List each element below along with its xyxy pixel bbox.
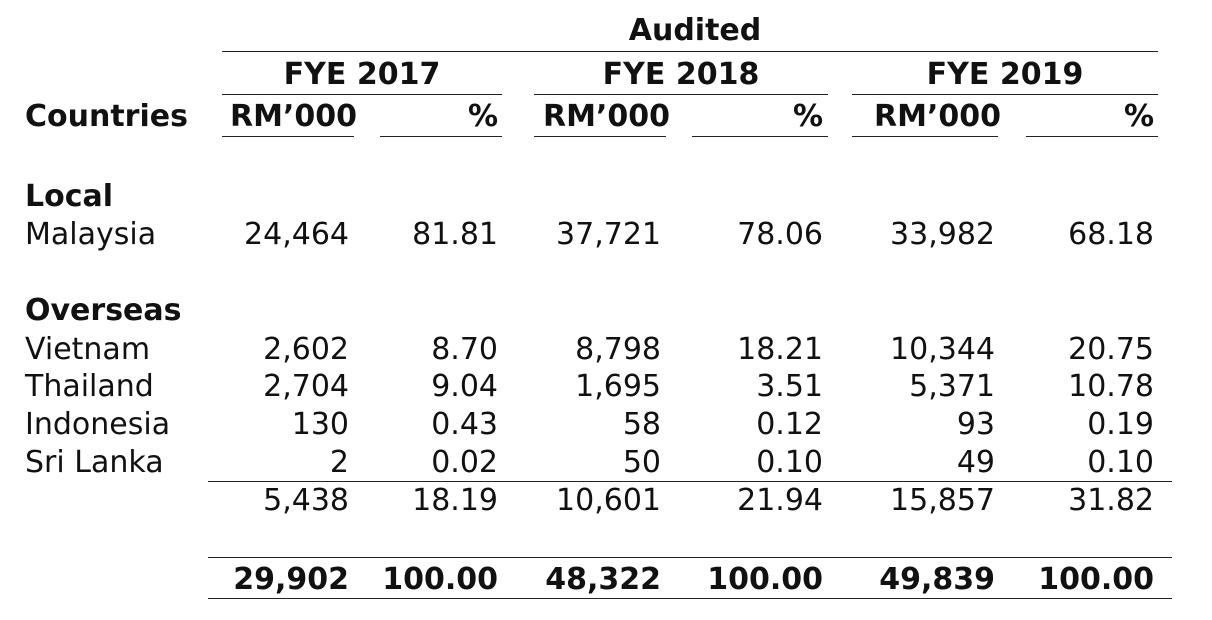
audited-heading: Audited: [628, 13, 762, 48]
total-pct-2017: 100.00: [382, 562, 498, 597]
subtotal-rm-2017: 5,438: [263, 483, 349, 518]
value-rm-2017: 2: [329, 445, 349, 480]
value-pct-2019: 0.10: [1087, 445, 1154, 480]
audited-underline: [222, 51, 1158, 52]
local-section-label: Local: [25, 179, 114, 214]
year-underline-2019: [852, 94, 1158, 95]
year-heading-2017: FYE 2017: [283, 57, 441, 92]
value-pct-2019: 0.19: [1087, 407, 1154, 442]
value-pct-2017: 9.04: [431, 369, 498, 404]
value-pct-2019: 10.78: [1068, 369, 1154, 404]
year-heading-2019: FYE 2019: [926, 57, 1084, 92]
unit-underline: [692, 136, 828, 137]
country-name: Malaysia: [25, 217, 157, 252]
total-rm-2019: 49,839: [879, 562, 995, 597]
value-rm-2019: 10,344: [890, 332, 995, 367]
value-pct-2019: 68.18: [1068, 217, 1154, 252]
country-name: Vietnam: [25, 332, 151, 367]
value-rm-2018: 50: [622, 445, 661, 480]
value-pct-2017: 8.70: [431, 332, 498, 367]
unit-rm-2018: RM’000: [543, 99, 670, 134]
value-rm-2018: 58: [622, 407, 661, 442]
value-rm-2019: 5,371: [909, 369, 995, 404]
value-rm-2018: 8,798: [575, 332, 661, 367]
value-rm-2018: 1,695: [575, 369, 661, 404]
total-bottom-rule: [208, 598, 1172, 599]
subtotal-rm-2019: 15,857: [890, 483, 995, 518]
value-rm-2019: 33,982: [890, 217, 995, 252]
subtotal-divider: [208, 481, 1172, 482]
value-pct-2017: 0.02: [431, 445, 498, 480]
unit-rm-2019: RM’000: [874, 99, 1001, 134]
value-rm-2017: 2,704: [263, 369, 349, 404]
subtotal-rm-2018: 10,601: [556, 483, 661, 518]
unit-underline: [534, 136, 666, 137]
value-rm-2018: 37,721: [556, 217, 661, 252]
value-pct-2018: 18.21: [737, 332, 823, 367]
unit-underline: [380, 136, 502, 137]
total-pct-2018: 100.00: [707, 562, 823, 597]
unit-pct-2019: %: [1123, 99, 1154, 134]
value-pct-2017: 81.81: [412, 217, 498, 252]
total-top-rule: [208, 557, 1172, 558]
value-pct-2017: 0.43: [431, 407, 498, 442]
subtotal-pct-2019: 31.82: [1068, 483, 1154, 518]
subtotal-pct-2017: 18.19: [412, 483, 498, 518]
countries-header: Countries: [25, 99, 188, 134]
unit-underline: [222, 136, 354, 137]
total-rm-2017: 29,902: [233, 562, 349, 597]
year-underline-2018: [534, 94, 828, 95]
country-name: Indonesia: [25, 407, 171, 442]
value-pct-2018: 0.12: [756, 407, 823, 442]
value-pct-2019: 20.75: [1068, 332, 1154, 367]
value-pct-2018: 3.51: [756, 369, 823, 404]
unit-rm-2017: RM’000: [230, 99, 357, 134]
value-rm-2017: 2,602: [263, 332, 349, 367]
value-rm-2019: 93: [956, 407, 995, 442]
subtotal-pct-2018: 21.94: [737, 483, 823, 518]
overseas-section-label: Overseas: [25, 293, 182, 328]
value-rm-2017: 24,464: [244, 217, 349, 252]
total-pct-2019: 100.00: [1038, 562, 1154, 597]
unit-pct-2018: %: [792, 99, 823, 134]
value-rm-2019: 49: [956, 445, 995, 480]
year-underline-2017: [222, 94, 502, 95]
year-heading-2018: FYE 2018: [602, 57, 760, 92]
value-pct-2018: 0.10: [756, 445, 823, 480]
unit-pct-2017: %: [467, 99, 498, 134]
value-rm-2017: 130: [291, 407, 349, 442]
country-name: Sri Lanka: [25, 445, 164, 480]
country-name: Thailand: [25, 369, 154, 404]
unit-underline: [852, 136, 998, 137]
total-rm-2018: 48,322: [545, 562, 661, 597]
unit-underline: [1026, 136, 1158, 137]
value-pct-2018: 78.06: [737, 217, 823, 252]
